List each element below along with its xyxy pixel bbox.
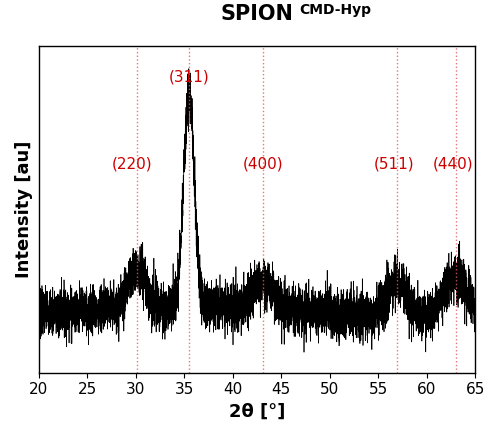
Text: CMD-Hyp: CMD-Hyp: [300, 3, 372, 17]
Y-axis label: Intensity [au]: Intensity [au]: [15, 140, 33, 278]
X-axis label: 2θ [°]: 2θ [°]: [228, 403, 285, 421]
Text: SPION: SPION: [220, 3, 294, 24]
Text: (511): (511): [374, 157, 414, 171]
Text: (311): (311): [168, 70, 209, 85]
Text: (400): (400): [242, 157, 283, 171]
Text: (220): (220): [112, 157, 152, 171]
Text: (440): (440): [432, 157, 474, 171]
